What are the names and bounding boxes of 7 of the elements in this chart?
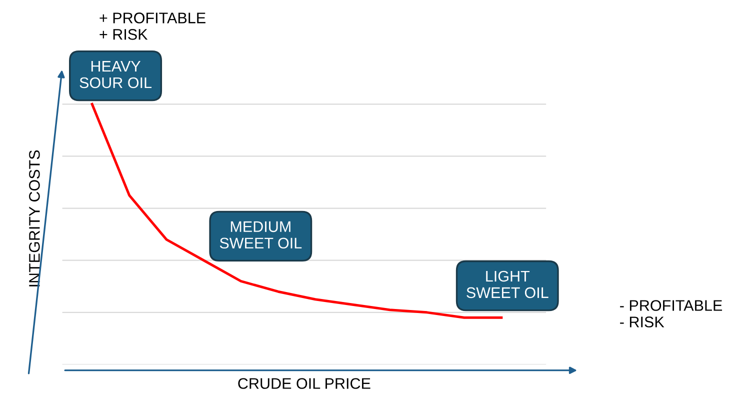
text: HEAVY SOUR OIL bbox=[80, 61, 152, 88]
annotation: MEDIUM SWEET OIL bbox=[220, 221, 302, 249]
text: + PROFITABLE + RISK bbox=[100, 12, 206, 40]
y-axis-title: INTEGRITY COSTS bbox=[29, 150, 40, 286]
x-axis-title: CRUDE OIL PRICE bbox=[238, 378, 370, 389]
text: - PROFITABLE - RISK bbox=[620, 300, 722, 328]
annotation: LIGHT SWEET OIL bbox=[466, 270, 548, 298]
